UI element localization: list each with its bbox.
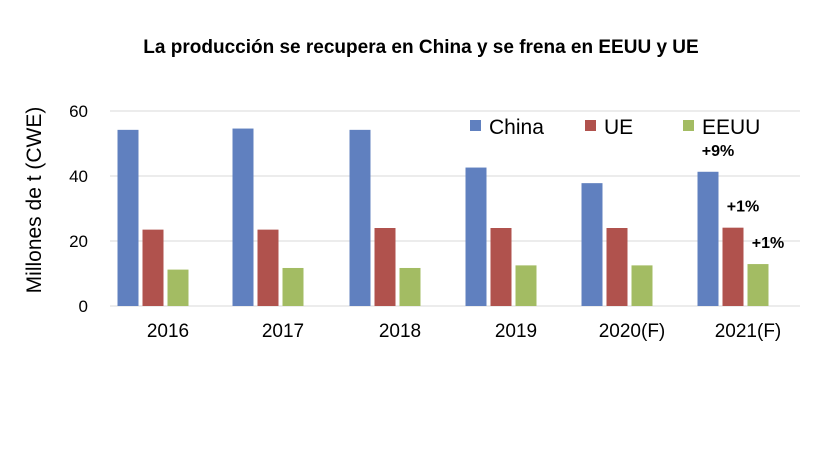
y-tick-label: 60	[69, 102, 88, 121]
y-tick-label: 20	[69, 232, 88, 251]
annotation-label: +9%	[702, 143, 734, 160]
legend-label-ue: UE	[604, 116, 633, 139]
x-tick-label: 2021(F)	[715, 321, 782, 342]
y-tick-label: 40	[69, 167, 88, 186]
bar-ue-2020f	[606, 228, 628, 306]
bar-eeuu-2018	[399, 267, 421, 306]
bar-eeuu-2020f	[631, 265, 653, 306]
bar-ue-2018	[374, 228, 396, 306]
bar-eeuu-2019	[515, 265, 537, 306]
legend-swatch-china	[470, 120, 481, 131]
bars	[117, 128, 769, 306]
bar-ue-2019	[490, 228, 512, 306]
y-axis-ticks: 0 20 40 60	[69, 102, 88, 316]
gridlines	[110, 110, 800, 307]
bar-ue-2016	[142, 229, 164, 306]
bar-china-2017	[232, 128, 254, 306]
bar-eeuu-2017	[282, 267, 304, 306]
annotation-label: +1%	[752, 235, 784, 252]
bar-china-2020f	[581, 183, 603, 306]
bar-china-2018	[349, 129, 371, 306]
chart-title: La producción se recupera en China y se …	[143, 37, 698, 58]
legend-swatch-ue	[585, 120, 596, 131]
legend-label-china: China	[489, 116, 544, 139]
bar-ue-2017	[257, 229, 279, 306]
bar-eeuu-2021f	[747, 264, 769, 306]
y-tick-label: 0	[79, 297, 88, 316]
legend: China UE EEUU	[470, 116, 760, 139]
x-axis-ticks: 2016 2017 2018 2019 2020(F) 2021(F)	[147, 321, 781, 342]
x-tick-label: 2017	[262, 321, 304, 342]
bar-ue-2021f	[722, 227, 744, 306]
x-tick-label: 2020(F)	[599, 321, 666, 342]
annotations: +9% +1% +1%	[702, 143, 784, 252]
y-axis-label: Millones de t (CWE)	[23, 107, 46, 294]
bar-china-2016	[117, 129, 139, 306]
legend-swatch-eeuu	[683, 120, 694, 131]
legend-label-eeuu: EEUU	[702, 116, 760, 139]
bar-china-2019	[465, 167, 487, 306]
x-tick-label: 2019	[495, 321, 537, 342]
bar-eeuu-2016	[167, 269, 189, 306]
x-tick-label: 2016	[147, 321, 189, 342]
x-tick-label: 2018	[379, 321, 421, 342]
annotation-label: +1%	[727, 199, 759, 216]
bar-china-2021f	[697, 171, 719, 306]
